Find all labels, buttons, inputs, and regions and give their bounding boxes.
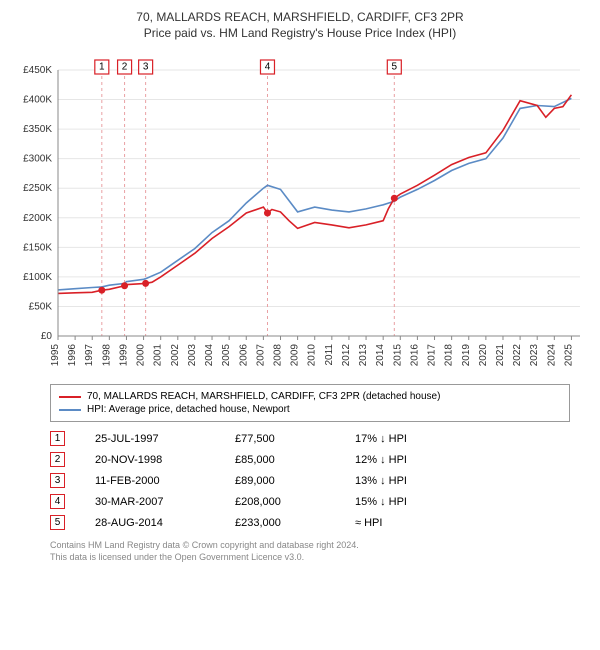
y-axis-label: £400K (23, 95, 52, 106)
sale-point (391, 195, 398, 202)
x-axis-label: 1998 (101, 344, 112, 367)
x-axis-label: 2011 (324, 344, 335, 366)
sale-marker-number: 5 (392, 62, 398, 73)
attribution-footer: Contains HM Land Registry data © Crown c… (50, 539, 590, 563)
sale-row: 5 28-AUG-2014 £233,000 ≈ HPI (50, 512, 570, 533)
x-axis-label: 1995 (50, 344, 61, 367)
x-axis-label: 2005 (221, 344, 232, 367)
y-axis-label: £450K (23, 65, 52, 76)
x-axis-label: 2003 (187, 344, 198, 367)
legend-swatch (59, 409, 81, 411)
y-axis-label: £50K (29, 301, 53, 312)
footer-line-2: This data is licensed under the Open Gov… (50, 551, 590, 563)
y-axis-label: £200K (23, 213, 52, 224)
sales-table: 1 25-JUL-1997 £77,500 17% ↓ HPI 2 20-NOV-1998… (50, 428, 570, 533)
sale-price: £208,000 (235, 496, 325, 508)
x-axis-label: 2022 (512, 344, 523, 367)
y-axis-label: £350K (23, 124, 52, 135)
price-chart: £0 £50K £100K £150K £200K £250K £300K £350K £400… (10, 48, 590, 378)
x-axis-label: 2007 (255, 344, 266, 367)
x-axis-label: 2018 (444, 344, 455, 367)
x-axis-label: 2013 (358, 344, 369, 367)
y-axis-label: £100K (23, 272, 52, 283)
sale-marker-number: 3 (143, 62, 149, 73)
chart-legend: 70, MALLARDS REACH, MARSHFIELD, CARDIFF,… (50, 384, 570, 422)
footer-line-1: Contains HM Land Registry data © Crown c… (50, 539, 590, 551)
sale-row: 4 30-MAR-2007 £208,000 15% ↓ HPI (50, 491, 570, 512)
x-axis-label: 2008 (272, 344, 283, 367)
sale-delta-vs-hpi: 15% ↓ HPI (355, 496, 455, 508)
sale-date: 11-FEB-2000 (95, 475, 205, 487)
sale-price: £233,000 (235, 517, 325, 529)
x-axis-label: 2001 (153, 344, 164, 367)
chart-title-block: 70, MALLARDS REACH, MARSHFIELD, CARDIFF,… (10, 10, 590, 40)
sale-row: 3 11-FEB-2000 £89,000 13% ↓ HPI (50, 470, 570, 491)
chart-subtitle: Price paid vs. HM Land Registry's House … (10, 26, 590, 40)
x-axis-label: 2012 (341, 344, 352, 367)
legend-swatch (59, 396, 81, 398)
sale-marker-number: 1 (99, 62, 105, 73)
legend-label: 70, MALLARDS REACH, MARSHFIELD, CARDIFF,… (87, 391, 440, 402)
x-axis-label: 2021 (495, 344, 506, 367)
x-axis-label: 2010 (307, 344, 318, 367)
sale-point (264, 210, 271, 217)
sale-date: 25-JUL-1997 (95, 433, 205, 445)
sale-row-marker: 4 (50, 494, 65, 509)
chart-container: £0 £50K £100K £150K £200K £250K £300K £350K £400… (10, 48, 590, 378)
x-axis-label: 2017 (427, 344, 438, 367)
sale-price: £77,500 (235, 433, 325, 445)
sale-row-marker: 5 (50, 515, 65, 530)
sale-row-marker: 2 (50, 452, 65, 467)
legend-item: 70, MALLARDS REACH, MARSHFIELD, CARDIFF,… (59, 391, 561, 402)
sale-delta-vs-hpi: 12% ↓ HPI (355, 454, 455, 466)
sale-point (98, 287, 105, 294)
x-axis-label: 2025 (563, 344, 574, 367)
sale-delta-vs-hpi: 17% ↓ HPI (355, 433, 455, 445)
sale-date: 30-MAR-2007 (95, 496, 205, 508)
y-axis-label: £250K (23, 183, 52, 194)
sale-price: £85,000 (235, 454, 325, 466)
x-axis-label: 2019 (461, 344, 472, 367)
y-axis-label: £300K (23, 154, 52, 165)
x-axis-label: 2014 (375, 344, 386, 367)
sale-date: 28-AUG-2014 (95, 517, 205, 529)
sale-row: 1 25-JUL-1997 £77,500 17% ↓ HPI (50, 428, 570, 449)
y-axis-label: £150K (23, 242, 52, 253)
x-axis-label: 1997 (84, 344, 95, 367)
x-axis-label: 2004 (204, 344, 215, 367)
chart-title-address: 70, MALLARDS REACH, MARSHFIELD, CARDIFF,… (10, 10, 590, 24)
sale-row-marker: 3 (50, 473, 65, 488)
sale-delta-vs-hpi: ≈ HPI (355, 517, 455, 529)
sale-marker-number: 2 (122, 62, 128, 73)
sale-delta-vs-hpi: 13% ↓ HPI (355, 475, 455, 487)
y-axis-label: £0 (41, 331, 53, 342)
sale-row-marker: 1 (50, 431, 65, 446)
legend-label: HPI: Average price, detached house, Newp… (87, 404, 290, 415)
sale-point (142, 280, 149, 287)
x-axis-label: 2006 (238, 344, 249, 367)
sale-price: £89,000 (235, 475, 325, 487)
x-axis-label: 1996 (67, 344, 78, 367)
x-axis-label: 2002 (170, 344, 181, 367)
x-axis-label: 1999 (118, 344, 129, 367)
legend-item: HPI: Average price, detached house, Newp… (59, 404, 561, 415)
x-axis-label: 2015 (392, 344, 403, 367)
sale-date: 20-NOV-1998 (95, 454, 205, 466)
x-axis-label: 2009 (290, 344, 301, 367)
x-axis-label: 2000 (136, 344, 147, 367)
x-axis-label: 2023 (529, 344, 540, 367)
x-axis-label: 2016 (409, 344, 420, 367)
sale-point (121, 282, 128, 289)
sale-row: 2 20-NOV-1998 £85,000 12% ↓ HPI (50, 449, 570, 470)
sale-marker-number: 4 (265, 62, 271, 73)
x-axis-label: 2020 (478, 344, 489, 367)
x-axis-label: 2024 (546, 344, 557, 367)
